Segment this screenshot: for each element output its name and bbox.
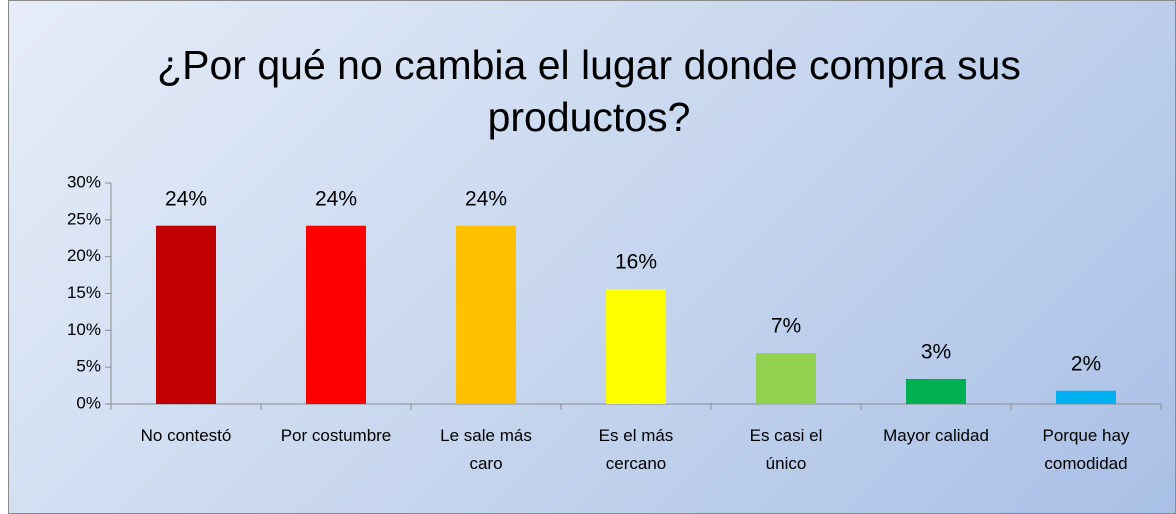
chart-title: ¿Por qué no cambia el lugar donde compra…	[157, 42, 1021, 140]
y-tick-label: 5%	[76, 357, 101, 376]
y-tick-label: 30%	[67, 172, 101, 191]
value-label: 16%	[615, 251, 657, 274]
value-label: 24%	[165, 187, 207, 210]
value-label: 24%	[315, 187, 357, 210]
x-tick-label: Es el más cercano	[598, 426, 674, 473]
x-tick-label: Por costumbre	[280, 426, 392, 445]
value-label: 7%	[771, 315, 801, 338]
value-label: 24%	[465, 187, 507, 210]
bar	[606, 289, 666, 404]
y-tick-label: 25%	[67, 209, 101, 228]
y-tick-label: 20%	[67, 246, 101, 265]
bar	[156, 225, 216, 404]
chart-area: ¿Por qué no cambia el lugar donde compra…	[8, 0, 1176, 514]
y-tick-label: 10%	[67, 320, 101, 339]
x-tick-label: Porque hay comodidad	[1042, 426, 1130, 473]
x-tick-label: No contestó	[140, 426, 232, 445]
x-tick-label: Le sale más caro	[440, 426, 532, 473]
bar	[306, 225, 366, 404]
bar	[906, 378, 966, 404]
bar	[756, 353, 816, 404]
bar	[456, 225, 516, 404]
y-tick-label: 15%	[67, 283, 101, 302]
x-tick-label: Mayor calidad	[883, 426, 989, 445]
x-tick-label: Es casi el único	[749, 426, 823, 473]
value-label: 2%	[1071, 352, 1101, 375]
y-tick-label: 0%	[76, 393, 101, 412]
value-label: 3%	[921, 341, 951, 364]
bar	[1056, 390, 1116, 404]
plot: 0% 5% 10% 15% 20% 25% 30% 24% 24% 24% 16% 7% 3% 2%	[67, 172, 1162, 412]
